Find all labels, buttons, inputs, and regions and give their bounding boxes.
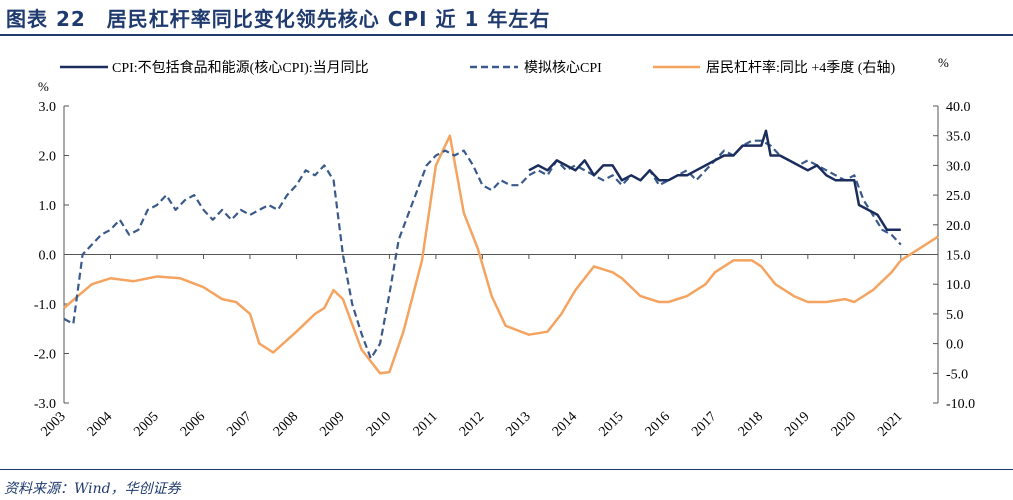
x-tick-label: 2005 xyxy=(131,409,161,439)
right-tick-label: -10.0 xyxy=(946,397,975,412)
right-tick-label: -5.0 xyxy=(946,367,968,382)
legend-label-leverage: 居民杠杆率:同比 +4季度 (右轴) xyxy=(706,59,895,76)
x-tick-label: 2018 xyxy=(736,409,766,439)
right-axis-unit: % xyxy=(938,55,949,70)
x-tick-label: 2016 xyxy=(643,409,673,439)
right-tick-label: 35.0 xyxy=(946,130,971,145)
right-axis-ticks: 40.0 35.0 30.0 25.0 20.0 15.0 10.0 5.0 0.0 -5.0 -1… xyxy=(933,100,975,412)
left-tick-label: 2.0 xyxy=(39,150,57,165)
figure-title: 图表 22 居民杠杆率同比变化领先核心 CPI 近 1 年左右 xyxy=(6,7,551,31)
right-tick-label: 0.0 xyxy=(946,338,964,353)
series-layer xyxy=(63,129,939,375)
x-tick-label: 2019 xyxy=(782,409,812,439)
x-tick-label: 2009 xyxy=(317,409,347,439)
x-tick-label: 2012 xyxy=(457,409,487,439)
x-tick-label: 2006 xyxy=(178,409,208,439)
x-tick-label: 2011 xyxy=(411,409,441,439)
title-rule xyxy=(0,34,1013,36)
x-tick-label: 2013 xyxy=(503,409,533,439)
left-axis-unit: % xyxy=(38,79,49,94)
source-rule xyxy=(0,469,1013,470)
x-axis-ticks: 2003 2004 2005 2006 2007 2008 2009 2010 2011 2012… xyxy=(38,254,906,440)
right-tick-label: 25.0 xyxy=(946,189,971,204)
left-tick-label: 0.0 xyxy=(39,249,57,264)
legend-label-model-cpi: 模拟核心CPI xyxy=(524,60,602,76)
x-tick-label: 2017 xyxy=(689,409,719,439)
series-leverage xyxy=(63,134,939,375)
x-tick-label: 2010 xyxy=(364,409,394,439)
x-tick-label: 2020 xyxy=(829,409,859,439)
x-tick-label: 2021 xyxy=(875,409,905,439)
x-tick-label: 2004 xyxy=(85,409,115,439)
left-tick-label: -1.0 xyxy=(34,298,56,313)
x-tick-label: 2007 xyxy=(224,409,254,439)
right-tick-label: 40.0 xyxy=(946,100,971,115)
legend-label-core-cpi: CPI:不包括食品和能源(核心CPI):当月同比 xyxy=(112,59,369,76)
x-tick-label: 2003 xyxy=(38,409,68,439)
chart: CPI:不包括食品和能源(核心CPI):当月同比 模拟核心CPI 居民杠杆率:同… xyxy=(34,55,975,440)
right-tick-label: 30.0 xyxy=(946,159,971,174)
left-tick-label: -2.0 xyxy=(34,348,56,363)
right-tick-label: 20.0 xyxy=(946,219,971,234)
x-tick-label: 2008 xyxy=(271,409,301,439)
left-tick-label: 1.0 xyxy=(39,199,57,214)
right-tick-label: 15.0 xyxy=(946,249,971,264)
right-tick-label: 10.0 xyxy=(946,278,971,293)
left-tick-label: -3.0 xyxy=(34,397,56,412)
legend: CPI:不包括食品和能源(核心CPI):当月同比 模拟核心CPI 居民杠杆率:同… xyxy=(60,59,895,76)
right-tick-label: 5.0 xyxy=(946,308,964,323)
x-tick-label: 2015 xyxy=(596,409,626,439)
series-model-cpi xyxy=(63,139,902,360)
left-tick-label: 3.0 xyxy=(39,100,57,115)
source-note: 资料来源：Wind，华创证券 xyxy=(4,481,181,497)
series-core-cpi xyxy=(528,129,901,232)
x-tick-label: 2014 xyxy=(550,409,580,439)
left-axis-ticks: 3.0 2.0 1.0 0.0 -1.0 -2.0 -3.0 xyxy=(34,100,69,412)
